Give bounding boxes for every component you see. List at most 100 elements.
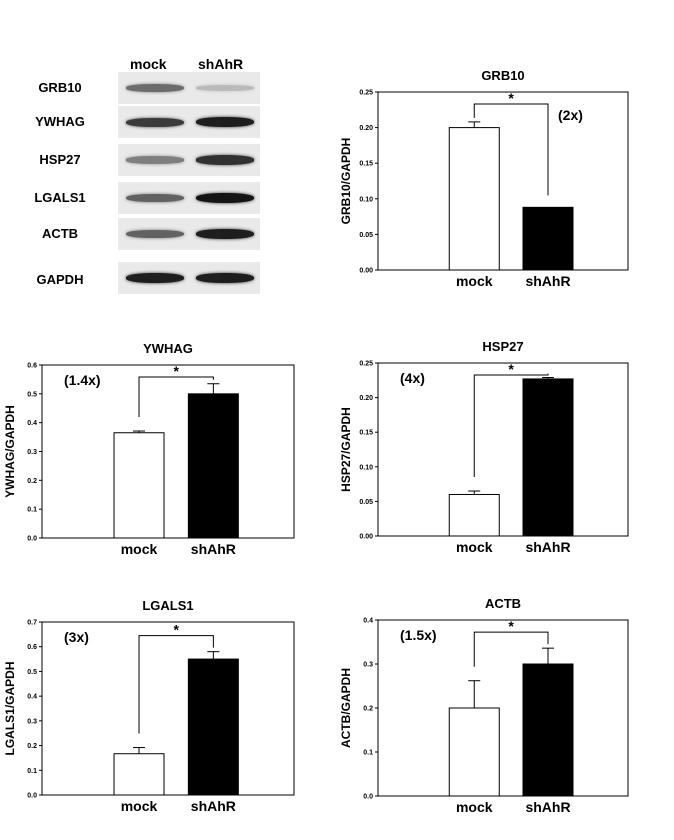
chart-title: LGALS1 — [142, 598, 193, 613]
y-tick-label: 0.6 — [27, 644, 37, 651]
western-blot-panel: mock shAhR GRB10 YWHAG HSP27 LGALS1 ACTB… — [0, 0, 300, 310]
y-tick-label: 0.10 — [359, 464, 373, 471]
blot-label-ywhag: YWHAG — [35, 114, 85, 129]
y-axis-label: ACTB/GAPDH — [339, 668, 353, 748]
y-tick-label: 0.20 — [359, 395, 373, 402]
chart-lgals1: LGALS1 0.0 0.1 0.2 0.3 0.4 0.5 0.6 0.7 LGALS1/GAP… — [3, 598, 295, 814]
x-tick-label-mock: mock — [121, 798, 158, 814]
chart-hsp27: HSP27 0.00 0.05 0.10 0.15 0.20 0.25 HSP27/GAPDH… — [339, 339, 629, 555]
plot-frame — [41, 364, 295, 539]
y-tick-label: 0.15 — [359, 161, 373, 168]
y-tick-label: 0.3 — [27, 449, 37, 456]
bar-shahr — [187, 658, 239, 796]
y-tick-label: 0.05 — [359, 232, 373, 239]
blot-band-hsp27-shahr — [196, 155, 254, 165]
y-tick-label: 0.00 — [359, 534, 373, 541]
blot-band-actb-shahr — [196, 229, 254, 239]
fold-change-label: (2x) — [558, 107, 583, 123]
chart-title: HSP27 — [482, 339, 523, 354]
blot-band-hsp27-mock — [126, 156, 184, 164]
blot-strip-grb10 — [118, 72, 260, 104]
y-tick-label: 0.05 — [359, 499, 373, 506]
chart-actb: ACTB 0.0 0.1 0.2 0.3 0.4 ACTB/GAPDH mock shAhR * (… — [339, 596, 629, 815]
blot-label-actb: ACTB — [41, 226, 79, 241]
y-tick-label: 0.0 — [27, 793, 37, 800]
x-tick-label-shahr: shAhR — [191, 798, 236, 814]
y-tick-label: 0.3 — [363, 662, 373, 669]
x-tick-label-mock: mock — [456, 273, 493, 289]
y-tick-label: 0.4 — [27, 694, 37, 701]
fold-change-label: (4x) — [400, 370, 425, 386]
y-tick-label: 0.3 — [27, 718, 37, 725]
y-tick-label: 0.2 — [27, 743, 37, 750]
blot-label-gapdh: GAPDH — [36, 272, 84, 287]
x-tick-label-shahr: shAhR — [525, 799, 570, 815]
blot-band-actb-mock — [126, 230, 184, 238]
plot-frame — [377, 91, 629, 271]
x-tick-label-shahr: shAhR — [191, 541, 236, 557]
plot-frame — [377, 362, 629, 537]
blot-band-lgals1-shahr — [196, 193, 254, 203]
y-tick-label: 0.1 — [27, 507, 37, 514]
bar-mock — [448, 707, 500, 797]
blot-band-gapdh-shahr — [196, 273, 254, 283]
y-tick-label: 0.0 — [363, 794, 373, 801]
significance-star: * — [173, 363, 179, 379]
blot-band-grb10-mock — [126, 84, 184, 92]
y-tick-label: 0.5 — [27, 391, 37, 398]
blot-band-ywhag-shahr — [196, 117, 254, 127]
y-tick-label: 0.25 — [359, 361, 373, 368]
bar-shahr — [522, 206, 574, 271]
chart-grb10: GRB10 0.00 0.05 0.10 0.15 0.20 0.25 GRB10/GAPDH… — [339, 68, 629, 289]
blot-band-grb10-shahr — [196, 85, 254, 91]
bar-mock — [448, 127, 500, 271]
chart-ywhag: YWHAG 0.0 0.1 0.2 0.3 0.4 0.5 0.6 YWHAG/GAPDH moc… — [3, 341, 295, 557]
y-tick-label: 0.7 — [27, 620, 37, 627]
blot-label-lgals1: LGALS1 — [34, 190, 86, 205]
blot-label-hsp27: HSP27 — [39, 152, 81, 167]
bar-mock — [448, 493, 500, 537]
significance-star: * — [508, 618, 514, 634]
x-tick-label-mock: mock — [456, 799, 493, 815]
bar-shahr — [522, 663, 574, 797]
fold-change-label: (1.5x) — [400, 627, 437, 643]
bar-shahr — [187, 393, 239, 539]
y-tick-label: 0.15 — [359, 430, 373, 437]
significance-star: * — [508, 90, 514, 106]
blot-band-gapdh-mock — [126, 273, 184, 283]
blot-strip-hsp27 — [118, 144, 260, 176]
significance-bracket — [473, 373, 549, 478]
blot-label-grb10: GRB10 — [38, 80, 82, 95]
bar-mock — [113, 432, 165, 539]
y-tick-label: 0.2 — [363, 706, 373, 713]
y-tick-label: 0.5 — [27, 669, 37, 676]
y-tick-label: 0.2 — [27, 478, 37, 485]
significance-bracket — [473, 631, 549, 667]
x-tick-label-mock: mock — [121, 541, 158, 557]
y-tick-label: 0.25 — [359, 90, 373, 97]
y-axis-label: YWHAG/GAPDH — [3, 405, 17, 498]
y-tick-label: 0.20 — [359, 125, 373, 132]
blot-band-lgals1-mock — [126, 194, 184, 202]
y-tick-label: 0.4 — [27, 420, 37, 427]
y-tick-label: 0.1 — [27, 768, 37, 775]
y-tick-label: 0.10 — [359, 196, 373, 203]
y-axis-label: HSP27/GAPDH — [339, 407, 353, 492]
chart-title: YWHAG — [143, 341, 193, 356]
blot-strip-gapdh — [118, 262, 260, 294]
significance-bracket — [473, 103, 549, 196]
chart-title: GRB10 — [481, 68, 524, 83]
significance-bracket — [138, 635, 214, 734]
blot-column-mock: mock — [130, 56, 167, 72]
plot-frame — [41, 621, 295, 796]
significance-bracket — [138, 376, 214, 418]
bar-mock — [113, 753, 165, 796]
y-tick-label: 0.6 — [27, 363, 37, 370]
plot-frame — [377, 619, 629, 797]
significance-star: * — [173, 622, 179, 638]
blot-column-shahr: shAhR — [198, 56, 244, 72]
y-axis-label: GRB10/GAPDH — [339, 138, 353, 225]
chart-title: ACTB — [485, 596, 521, 611]
x-tick-label-mock: mock — [456, 539, 493, 555]
y-tick-label: 0.4 — [363, 618, 373, 625]
